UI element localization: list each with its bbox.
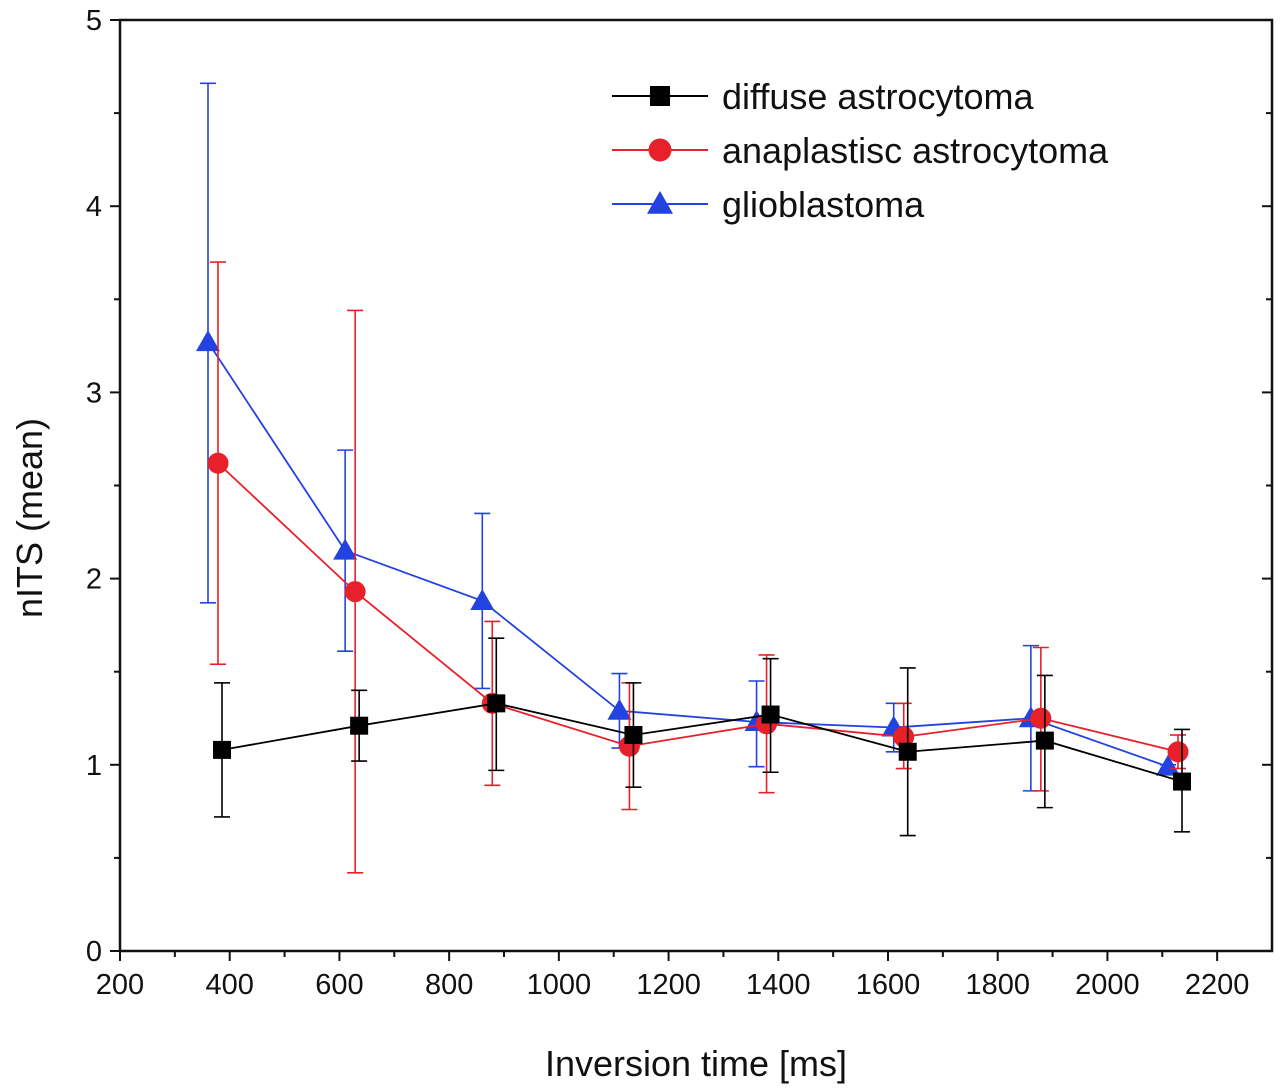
- data-point: [1030, 707, 1052, 729]
- data-point: [607, 698, 632, 720]
- legend-label: anaplastisc astrocytoma: [722, 130, 1109, 171]
- x-tick-label: 1800: [965, 969, 1030, 1001]
- data-point: [333, 538, 358, 560]
- data-point: [196, 330, 220, 352]
- legend-item-2: glioblastoma: [612, 184, 925, 225]
- x-tick-label: 800: [425, 969, 473, 1001]
- x-tick-label: 600: [315, 969, 363, 1001]
- x-tick-label: 200: [96, 969, 144, 1001]
- legend-label: diffuse astrocytoma: [722, 76, 1034, 117]
- legend: diffuse astrocytoma anaplastisc astrocyto…: [612, 76, 1109, 225]
- series-1: [207, 261, 1189, 874]
- y-axis-title: nITS (mean): [9, 418, 50, 618]
- x-tick-label: 1000: [527, 969, 592, 1001]
- x-tick-label: 2000: [1075, 969, 1140, 1001]
- x-tick-label: 1400: [746, 969, 811, 1001]
- data-point: [487, 694, 506, 713]
- series-line: [217, 462, 1179, 753]
- data-point: [350, 716, 369, 735]
- x-axis-title: Inversion time [ms]: [545, 1043, 847, 1084]
- x-tick-label: 1600: [856, 969, 921, 1001]
- legend-marker: [648, 138, 672, 162]
- series-2: [196, 82, 1180, 792]
- series-line: [207, 341, 1169, 768]
- data-point: [1167, 741, 1189, 763]
- data-point: [470, 588, 495, 610]
- series-layer: [196, 82, 1191, 874]
- x-tick-label: 400: [206, 969, 254, 1001]
- legend-marker: [647, 191, 673, 214]
- data-point: [893, 726, 915, 748]
- y-tick-label: 1: [86, 750, 102, 782]
- data-point: [1173, 772, 1191, 791]
- axes: 200 400 600 800 1000 1200 1400 1600 1800 2000 2200…: [86, 5, 1272, 1001]
- legend-label: glioblastoma: [722, 184, 925, 225]
- data-point: [898, 742, 917, 761]
- y-tick-label: 2: [86, 564, 102, 596]
- y-tick-label: 4: [86, 191, 102, 223]
- y-tick-label: 0: [86, 936, 102, 968]
- data-point: [344, 581, 366, 603]
- legend-item-1: anaplastisc astrocytoma: [612, 130, 1109, 171]
- data-point: [761, 705, 780, 724]
- legend-item-0: diffuse astrocytoma: [612, 76, 1034, 117]
- legend-marker: [650, 86, 670, 106]
- data-point: [1035, 731, 1054, 750]
- y-tick-label: 3: [86, 377, 102, 409]
- x-tick-label: 2200: [1185, 969, 1250, 1001]
- series-0: [213, 637, 1191, 837]
- data-point: [624, 726, 643, 745]
- x-tick-label: 1200: [636, 969, 701, 1001]
- series-line: [221, 702, 1183, 783]
- y-tick-label: 5: [86, 5, 102, 37]
- data-point: [213, 740, 231, 759]
- data-point: [207, 452, 229, 474]
- data-point: [1156, 754, 1180, 776]
